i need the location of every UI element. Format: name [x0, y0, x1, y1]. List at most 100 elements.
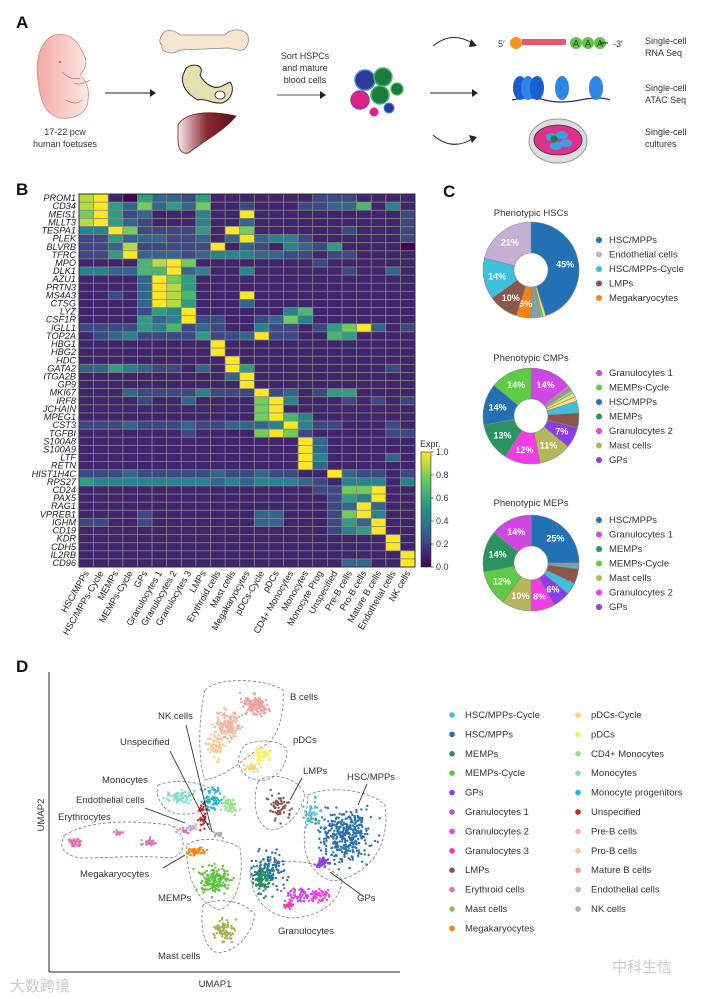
heatmap-cell — [240, 275, 254, 283]
heatmap-cell — [283, 518, 298, 527]
heatmap-cell — [94, 380, 108, 389]
heatmap-cell — [79, 461, 94, 470]
umap-point — [344, 817, 347, 820]
heatmap-cell — [254, 470, 269, 478]
umap-point — [333, 841, 336, 844]
umap-point — [209, 876, 212, 880]
gene-label: AZU1 — [52, 274, 77, 284]
assay-culture-line1: Single-cell — [645, 127, 687, 137]
heatmap-cell — [371, 307, 386, 316]
heatmap-cell — [108, 510, 123, 518]
umap-point — [326, 888, 330, 892]
heatmap-cell — [123, 210, 138, 218]
heatmap-cell — [400, 324, 415, 332]
umap-point — [338, 840, 341, 843]
heatmap-cell — [400, 275, 415, 283]
umap-point — [206, 848, 209, 852]
umap-point — [315, 812, 318, 815]
umap-point — [209, 737, 213, 741]
heatmap-cell — [298, 380, 313, 389]
heatmap-cell — [123, 551, 138, 559]
umap-point — [218, 874, 222, 877]
heatmap-cell — [108, 551, 123, 559]
heatmap-cell — [298, 316, 313, 324]
heatmap-cell — [400, 251, 415, 259]
heatmap-cell — [94, 372, 108, 381]
heatmap-cell — [342, 518, 357, 527]
heatmap-cell — [225, 307, 240, 316]
umap-point — [287, 905, 291, 908]
heatmap-cell — [196, 332, 211, 340]
umap-point — [166, 797, 169, 800]
umap-point — [343, 847, 346, 851]
heatmap-cell — [79, 364, 94, 372]
umap-point — [211, 786, 214, 789]
gene-label: LYZ — [60, 307, 76, 317]
umap-point — [347, 835, 351, 839]
umap-point — [293, 888, 296, 891]
umap-point — [214, 791, 217, 794]
umap-point — [70, 841, 73, 844]
umap-point — [234, 918, 238, 921]
umap-point — [304, 826, 307, 829]
umap-point — [347, 857, 350, 860]
umap-point — [197, 871, 201, 874]
umap-point — [269, 858, 272, 861]
umap-point — [224, 802, 227, 805]
heatmap-cell — [152, 324, 167, 332]
heatmap-cell — [371, 218, 386, 227]
umap-point — [187, 796, 190, 799]
heatmap-cell — [94, 356, 108, 364]
heatmap-cell — [327, 316, 342, 324]
heatmap-cell — [108, 397, 123, 405]
legend-label: GPs — [609, 602, 628, 613]
umap-point — [255, 707, 258, 710]
heatmap-cell — [254, 421, 269, 429]
heatmap-cell — [386, 389, 400, 397]
umap-point — [112, 830, 116, 834]
heatmap-cell — [240, 534, 254, 543]
heatmap-cell — [298, 502, 313, 510]
heatmap-cell — [313, 267, 327, 275]
heatmap-cell — [94, 421, 108, 429]
heatmap-cell — [152, 316, 167, 324]
heatmap-cell — [196, 340, 211, 348]
heatmap-cell — [225, 243, 240, 251]
umap-point — [71, 844, 75, 848]
heatmap-cell — [196, 453, 211, 462]
heatmap-cell — [79, 243, 94, 251]
umap-point — [147, 839, 151, 842]
legend-marker — [596, 428, 602, 434]
heatmap-cell — [123, 534, 138, 543]
umap-point — [217, 757, 221, 761]
heatmap-cell — [313, 372, 327, 381]
heatmap-cell — [342, 324, 357, 332]
umap-point — [271, 851, 274, 854]
umap-point — [219, 745, 222, 748]
heatmap-cell — [327, 478, 342, 486]
heatmap-cell — [210, 389, 225, 397]
umap-point — [275, 865, 278, 868]
heatmap-cell — [94, 324, 108, 332]
umap-point — [287, 816, 290, 819]
umap-point — [189, 798, 192, 802]
umap-point — [260, 751, 264, 754]
heatmap-cell — [137, 202, 152, 210]
umap-point — [193, 850, 197, 853]
umap-point — [351, 824, 355, 827]
heatmap-cell — [342, 551, 357, 559]
heatmap-cell — [181, 470, 196, 478]
heatmap-cell — [196, 559, 211, 567]
slice-label: 10% — [502, 293, 520, 303]
umap-point — [286, 801, 289, 804]
umap-point — [345, 845, 348, 849]
heatmap-cell — [386, 470, 400, 478]
umap-point — [305, 894, 308, 898]
umap-point — [265, 752, 268, 755]
heatmap-cell — [371, 348, 386, 356]
heatmap-cell — [327, 526, 342, 535]
heatmap-cell — [386, 461, 400, 470]
umap-point — [254, 753, 257, 756]
legend-label: Granulocytes 1 — [465, 807, 529, 818]
gene-label: TOP2A — [46, 331, 76, 341]
